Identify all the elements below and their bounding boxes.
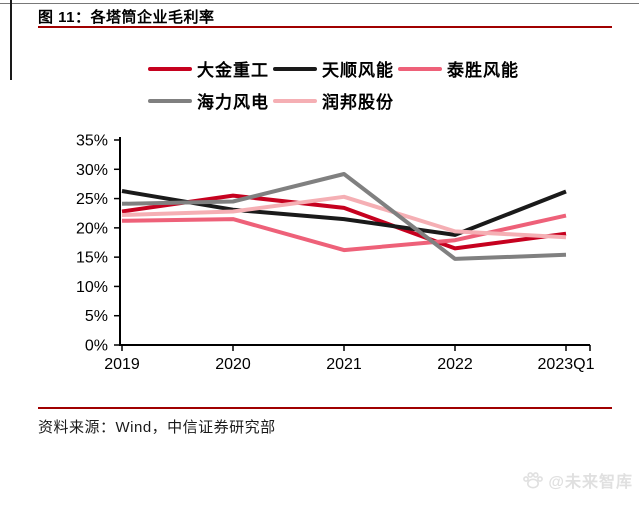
x-axis-label: 2020 <box>215 356 251 373</box>
legend-swatch <box>148 98 192 103</box>
legend-item: 天顺风能 <box>273 56 394 81</box>
watermark: @未来智库 <box>522 468 633 492</box>
legend-item: 海力风电 <box>148 88 269 113</box>
table-left-border <box>10 0 12 80</box>
figure-title: 图 11：各塔筒企业毛利率 <box>38 9 215 26</box>
y-axis-label: 10% <box>76 279 108 296</box>
legend-swatch <box>273 98 317 103</box>
legend-row: 大金重工 天顺风能 泰胜风能 <box>148 56 523 81</box>
title-underline <box>38 26 612 28</box>
y-axis-label: 35% <box>76 133 108 150</box>
y-axis-label: 25% <box>76 191 108 208</box>
legend-item: 大金重工 <box>148 56 269 81</box>
legend-label: 泰胜风能 <box>447 61 519 80</box>
y-axis-label: 15% <box>76 250 108 267</box>
line-chart: 0% 5% 10% 15% 20% 25% 30% 35% 2019 2020 2021 2022 20… <box>76 133 595 374</box>
y-axis-label: 30% <box>76 162 108 179</box>
legend-swatch <box>148 66 192 71</box>
page-top-border <box>0 3 639 4</box>
x-axis-label: 2023Q1 <box>538 356 595 373</box>
x-axis-label: 2022 <box>437 356 473 373</box>
y-axis-label: 0% <box>85 338 108 355</box>
y-axis-label: 20% <box>76 220 108 237</box>
chart-legend: 大金重工 天顺风能 泰胜风能海力风电 润邦股份 <box>148 56 523 113</box>
legend-label: 海力风电 <box>197 93 269 112</box>
legend-swatch <box>398 66 442 71</box>
legend-row: 海力风电 润邦股份 <box>148 88 523 113</box>
watermark-text: @未来智库 <box>548 474 633 491</box>
source-divider <box>38 407 612 409</box>
legend-item: 泰胜风能 <box>398 56 519 81</box>
source-note: 资料来源：Wind，中信证券研究部 <box>38 419 276 436</box>
legend-label: 润邦股份 <box>322 93 394 112</box>
x-axis-label: 2019 <box>104 356 140 373</box>
y-axis-label: 5% <box>85 308 108 325</box>
x-axis-label: 2021 <box>326 356 362 373</box>
legend-item: 润邦股份 <box>273 88 394 113</box>
legend-label: 天顺风能 <box>322 61 394 80</box>
series-line-5 <box>121 194 567 240</box>
series-line-4 <box>121 172 567 261</box>
legend-label: 大金重工 <box>197 61 269 80</box>
legend-swatch <box>273 66 317 71</box>
paw-icon <box>523 472 544 489</box>
